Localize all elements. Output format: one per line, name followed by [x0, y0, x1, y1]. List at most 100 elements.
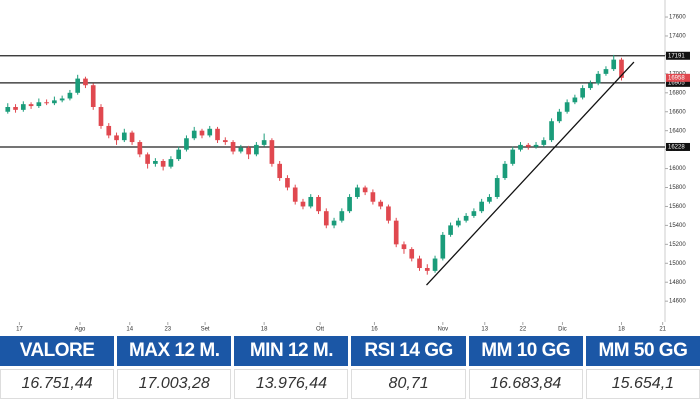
y-tick-label: 14600 — [669, 299, 686, 305]
candle-body — [137, 142, 143, 155]
header-cell: MIN 12 M. — [234, 336, 349, 366]
candle-body — [347, 196, 352, 212]
level-label: 17191 — [668, 53, 685, 59]
x-tick-label: Dic — [558, 327, 567, 333]
candle-body — [98, 107, 104, 126]
candle-body — [463, 215, 469, 221]
candle-body — [518, 144, 523, 150]
candle-body — [448, 225, 453, 235]
y-tick-label: 15000 — [669, 261, 686, 267]
candle-body — [106, 125, 112, 136]
candle-body — [36, 102, 42, 107]
candle-body — [331, 220, 337, 226]
y-tick-label: 16400 — [669, 128, 686, 134]
candle-body — [549, 121, 554, 141]
candle-body — [393, 220, 399, 245]
x-tick-label: Ago — [75, 327, 86, 333]
header-cell: MM 50 GG — [585, 336, 700, 366]
candle-body — [308, 196, 314, 207]
candle-body — [114, 135, 119, 141]
level-label: 16905 — [668, 80, 685, 86]
candle-body — [90, 85, 96, 108]
x-tick-label: 22 — [519, 327, 526, 333]
x-tick-label: 18 — [618, 327, 625, 333]
candle-body — [339, 211, 345, 221]
candle-body — [230, 142, 236, 152]
candle-body — [440, 234, 446, 259]
level-label: 16228 — [668, 145, 685, 151]
y-tick-label: 17400 — [669, 34, 686, 40]
y-tick-label: 14800 — [669, 280, 686, 286]
y-tick-label: 16600 — [669, 109, 686, 115]
candle-body — [176, 149, 182, 160]
value-cell: 13.976,44 — [234, 369, 349, 399]
y-tick-label: 16000 — [669, 166, 686, 172]
last-price-label: 16958 — [668, 75, 685, 81]
candle-body — [59, 98, 65, 101]
candle-body — [261, 140, 267, 145]
candle-body — [222, 140, 228, 143]
candle-body — [588, 83, 593, 89]
candle-body — [557, 111, 562, 122]
candle-body — [370, 192, 376, 202]
y-tick-label: 16800 — [669, 90, 686, 96]
candle-body — [619, 59, 624, 78]
candle-body — [401, 244, 407, 250]
candle-body — [215, 128, 220, 141]
x-tick-label: Ott — [316, 327, 324, 333]
x-tick-label: 18 — [261, 327, 268, 333]
candle-body — [572, 97, 578, 103]
candle-body — [269, 140, 275, 164]
level-label-box — [666, 51, 690, 60]
candle-body — [52, 100, 57, 104]
candle-body — [191, 130, 197, 139]
candle-body — [603, 69, 609, 74]
candle-body — [417, 258, 422, 269]
candle-body — [292, 187, 298, 202]
candle-body — [129, 132, 135, 143]
candle-body — [502, 163, 508, 179]
candle-body — [533, 144, 539, 147]
candle-body — [432, 258, 438, 271]
candle-body — [83, 78, 88, 86]
y-tick-label: 15800 — [669, 185, 686, 191]
candle-body — [355, 187, 360, 197]
header-cell: MAX 12 M. — [117, 336, 232, 366]
x-tick-label: Nov — [437, 327, 448, 333]
header-cell: MM 10 GG — [468, 336, 583, 366]
candle-body — [145, 154, 150, 164]
candle-body — [471, 211, 477, 216]
x-tick-label: 23 — [164, 327, 171, 333]
y-tick-label: 15600 — [669, 204, 686, 210]
x-tick-label: 14 — [126, 327, 133, 333]
candle-body — [323, 211, 329, 226]
candle-body — [456, 220, 461, 226]
y-tick-label: 15200 — [669, 242, 686, 248]
candle-body — [277, 163, 283, 179]
stats-table: VALORE MAX 12 M. MIN 12 M. RSI 14 GG MM 10 G… — [0, 336, 700, 399]
value-cell: 16.751,44 — [0, 369, 115, 399]
value-cell: 17.003,28 — [117, 369, 232, 399]
candle-body — [168, 159, 174, 167]
x-tick-label: 13 — [481, 327, 488, 333]
candle-body — [67, 92, 73, 99]
candle-body — [595, 73, 601, 84]
candle-body — [409, 249, 415, 259]
x-tick-label: 17 — [16, 327, 23, 333]
candle-body — [510, 149, 516, 164]
value-cell: 15.654,1 — [585, 369, 700, 399]
candle-body — [238, 147, 244, 152]
trendline — [426, 61, 635, 286]
candle-body — [153, 160, 158, 164]
level-label-box — [666, 78, 690, 87]
x-tick-label: 21 — [659, 327, 666, 333]
candle-body — [5, 107, 11, 112]
candle-body — [424, 268, 430, 271]
candle-body — [285, 178, 290, 188]
candle-body — [564, 102, 570, 112]
y-tick-label: 15400 — [669, 223, 686, 229]
candle-body — [199, 130, 205, 136]
candle-body — [13, 107, 18, 110]
value-cell: 16.683,84 — [468, 369, 583, 399]
